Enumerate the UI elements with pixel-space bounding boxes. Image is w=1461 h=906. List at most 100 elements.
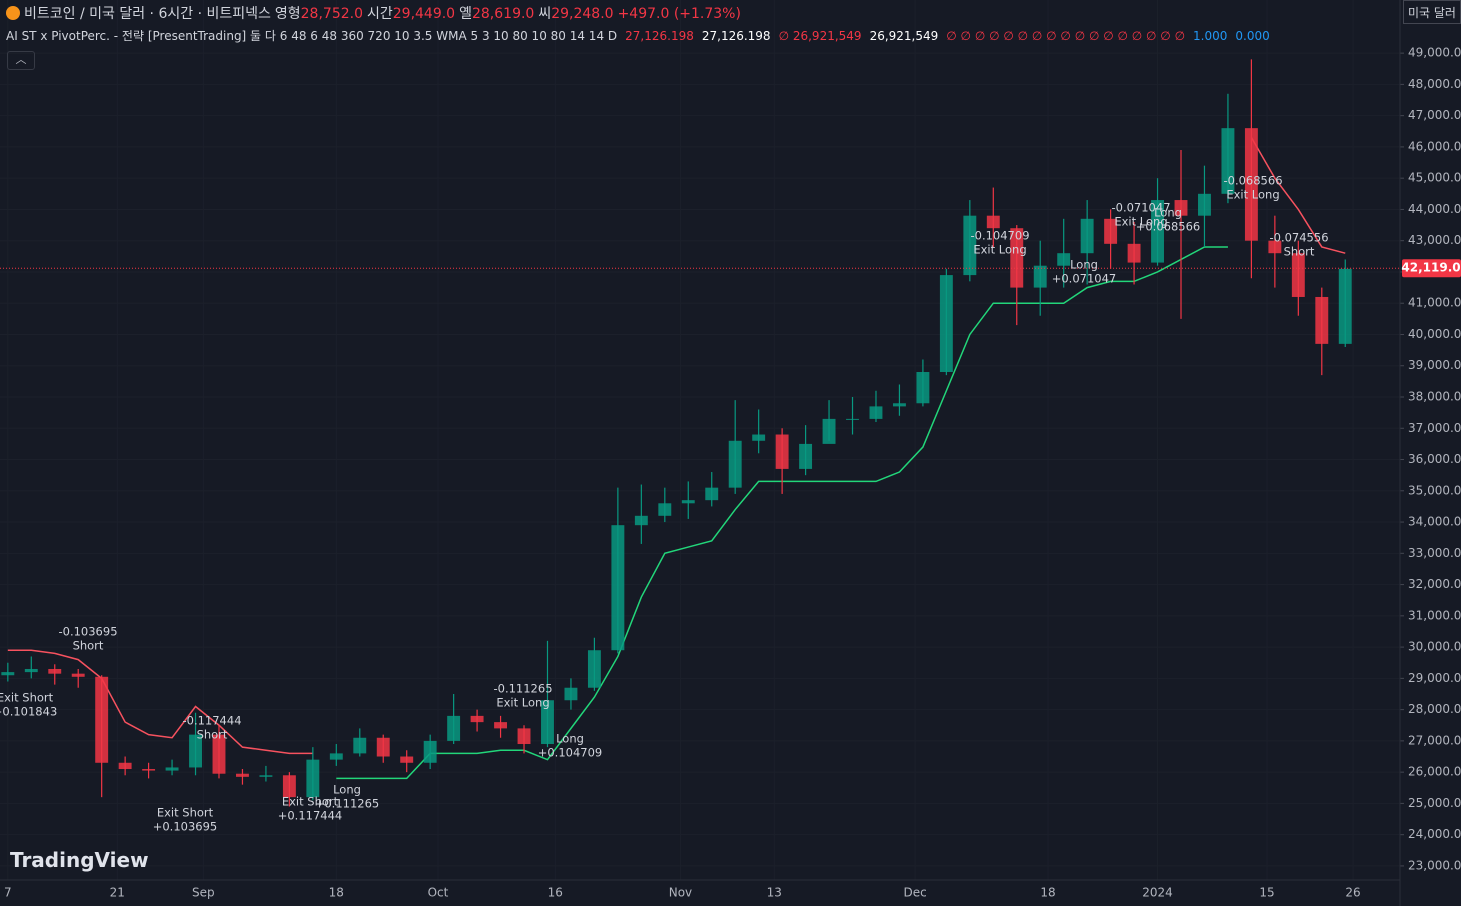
y-tick-label: 29,000.0 [1408, 671, 1461, 685]
trade-label: Long [333, 783, 361, 797]
candle-body [541, 700, 554, 745]
ohlc-value: 29,449.0 [392, 6, 456, 22]
y-tick-label: 33,000.0 [1408, 546, 1461, 560]
y-tick-label: 32,000.0 [1408, 577, 1461, 591]
candle-body [165, 767, 179, 771]
trade-label: Long [1154, 206, 1182, 220]
candle-body [634, 515, 648, 526]
candle-body [118, 762, 132, 770]
candle-body [1338, 268, 1352, 344]
candle-body [1151, 200, 1164, 263]
candle-body [752, 434, 766, 441]
trade-label: -0.111265 [493, 682, 552, 696]
trade-label: -0.117444 [182, 714, 241, 728]
ohlc-item: 씨 [538, 6, 552, 22]
y-tick-label: 36,000.0 [1408, 452, 1461, 466]
ohlc-item: 영형 [274, 6, 301, 22]
candle-body [282, 775, 296, 798]
stop-line [1250, 137, 1346, 254]
ohlc-value: 28,752.0 [300, 6, 363, 22]
x-tick-label: 21 [110, 886, 125, 900]
trade-label: +0.071047 [1052, 272, 1117, 286]
x-tick-label: 16 [548, 886, 563, 900]
trade-label: +0.111265 [315, 797, 380, 811]
collapse-button[interactable]: ︿ [7, 51, 35, 70]
trade-label: Exit Long [1114, 215, 1167, 229]
ohlc-value: 28,619.0 [471, 6, 535, 22]
ohlc-value: 29,248.0 [551, 6, 614, 22]
trade-label: -0.074556 [1269, 231, 1328, 245]
candle-body [423, 740, 437, 763]
y-tick-label: 47,000.0 [1408, 108, 1461, 122]
candle-body [728, 440, 742, 488]
trade-label: +0.104709 [538, 746, 603, 760]
candle-body [1010, 228, 1024, 288]
y-tick-label: 41,000.0 [1408, 296, 1461, 310]
indicator-value: 27,126.198 [625, 29, 694, 43]
candle-body [1, 672, 15, 676]
candle-body [846, 418, 859, 420]
candle-body [799, 443, 813, 469]
trade-label: Short [197, 728, 228, 742]
y-tick-label: 35,000.0 [1408, 483, 1461, 497]
ohlc-item: 시간 [366, 6, 393, 22]
y-tick-label: 37,000.0 [1408, 421, 1461, 435]
symbol-header: 비트코인 / 미국 달러 · 6시간 · 비트피넥스 영형28,752.0 시간29… [6, 3, 745, 23]
trade-label: Short [73, 639, 104, 653]
trade-label: Exit Long [496, 696, 549, 710]
last-price-label: 42,119.0 [1401, 261, 1460, 275]
candle-body [611, 525, 625, 651]
candle-body [564, 687, 578, 701]
y-tick-label: 34,000.0 [1408, 515, 1461, 529]
candle-body [986, 215, 1000, 229]
x-tick-label: 18 [329, 886, 344, 900]
trade-label: Exit Short [0, 691, 54, 705]
candle-body [939, 275, 953, 372]
candle-body [869, 406, 883, 419]
candle-body [329, 753, 343, 760]
x-tick-label: 2024 [1142, 886, 1173, 900]
y-tick-label: 25,000.0 [1408, 796, 1461, 810]
candle-body [400, 756, 414, 763]
x-tick-label: Dec [903, 886, 926, 900]
trade-label: -0.104709 [970, 229, 1029, 243]
x-tick-label: 15 [1259, 886, 1274, 900]
y-tick-label: 31,000.0 [1408, 608, 1461, 622]
y-tick-label: 23,000.0 [1408, 858, 1461, 872]
candle-body [681, 500, 695, 504]
y-tick-label: 27,000.0 [1408, 733, 1461, 747]
candle-body [189, 734, 202, 768]
candle-body [470, 715, 484, 723]
indicator-name: AI ST x PivotPerc. - 전략 [PresentTrading]… [6, 29, 618, 43]
trade-label: Exit Long [973, 243, 1026, 257]
candle-body [1104, 218, 1118, 244]
candle-body [517, 728, 531, 745]
trade-label: Exit Short [282, 795, 339, 809]
trade-label: Long [1070, 258, 1098, 272]
trade-label: +0.103695 [153, 820, 218, 834]
candle-body [916, 371, 930, 404]
trade-label: -0.068566 [1223, 174, 1282, 188]
trade-label: -0.103695 [58, 625, 117, 639]
candle-body [376, 737, 390, 757]
indicator-value: ∅ 26,921,549 [778, 29, 862, 43]
y-tick-label: 30,000.0 [1408, 640, 1461, 654]
y-tick-label: 40,000.0 [1408, 327, 1461, 341]
candle-body [306, 759, 320, 798]
y-tick-label: 46,000.0 [1408, 139, 1461, 153]
candle-body [1057, 253, 1071, 266]
candle-body [353, 737, 367, 754]
change: +497.0 (+1.73%) [617, 6, 741, 22]
trade-label: +0.068566 [1136, 220, 1201, 234]
currency-button[interactable]: 미국 달러 [1403, 0, 1461, 24]
trade-label: -0.071047 [1111, 201, 1170, 215]
last-price-box [1402, 259, 1461, 278]
candle-body [236, 773, 249, 777]
trade-label: Long [556, 732, 584, 746]
candle-body [775, 434, 789, 469]
candle-body [71, 673, 85, 677]
trade-label: Exit Short [157, 806, 214, 820]
candle-body [142, 769, 156, 771]
x-tick-label: Nov [669, 886, 692, 900]
candle-body [1221, 128, 1235, 194]
